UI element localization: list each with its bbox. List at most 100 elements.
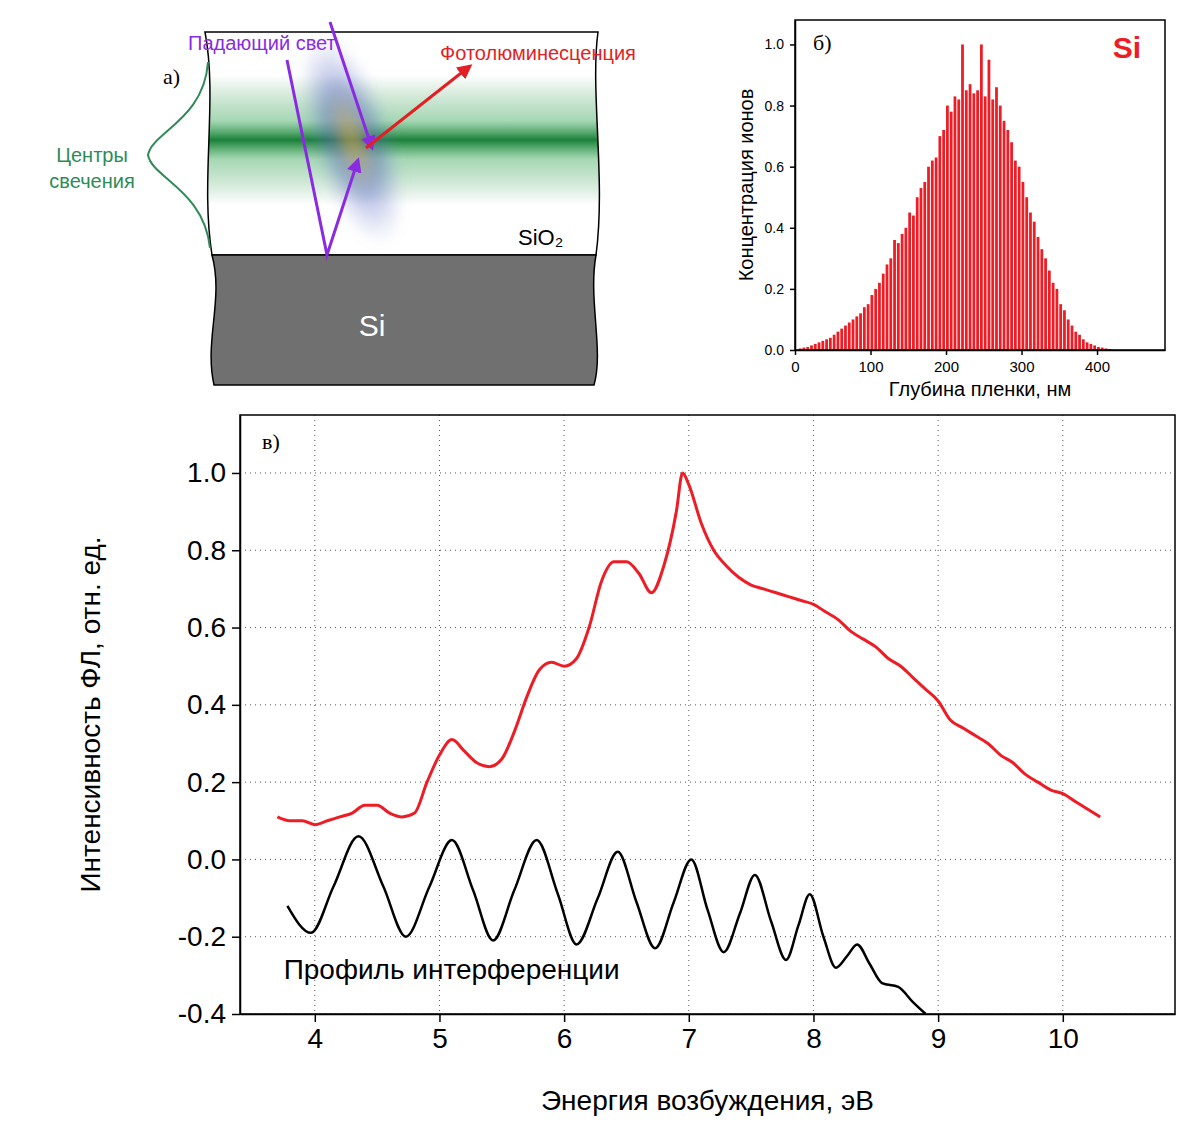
bar: [927, 167, 930, 350]
tick: 0.8: [765, 98, 795, 114]
bar: [848, 323, 851, 351]
figure: Падающий светФотолюминесценцияа)Центрысв…: [0, 0, 1187, 1147]
bar: [1048, 271, 1051, 350]
bar: [897, 243, 900, 350]
tick-mark: [232, 859, 240, 861]
grid-line: [240, 936, 1175, 937]
panel-label: б): [813, 30, 832, 55]
bar: [859, 313, 862, 350]
tick-label: 0.4: [187, 689, 226, 720]
grid-line: [439, 415, 440, 1014]
axis-line: [795, 21, 797, 351]
tick: 0: [791, 350, 799, 375]
tick-mark: [232, 550, 240, 552]
bar: [931, 161, 934, 350]
diagram-panel: Падающий светФотолюминесценцияа)Центрысв…: [49, 22, 636, 385]
substrate: [211, 255, 597, 385]
axis-line: [796, 350, 1166, 352]
bar: [1006, 130, 1009, 350]
bar: [1078, 335, 1081, 350]
tick: 10: [1048, 1014, 1079, 1054]
tick-label: 0.4: [765, 220, 785, 236]
bar: [1067, 319, 1070, 350]
bar: [1044, 258, 1047, 350]
chart-title: Si: [1113, 31, 1141, 64]
oxide-outline: [205, 32, 599, 255]
bar: [863, 307, 866, 350]
tick: 6: [557, 1014, 573, 1054]
bar: [908, 213, 911, 351]
tick: 200: [934, 350, 959, 375]
tick-label: -0.2: [178, 921, 226, 952]
bar: [988, 60, 991, 350]
bar: [1086, 342, 1089, 350]
bar: [1025, 197, 1028, 350]
grid-line: [240, 627, 1175, 628]
tick: 0.0: [187, 844, 240, 875]
tick-label: 0.2: [765, 281, 785, 297]
tick-label: 1.0: [765, 36, 785, 52]
tick-label: 6: [557, 1023, 573, 1054]
y-axis: 0.00.20.40.60.81.0: [765, 21, 796, 358]
bar: [814, 344, 817, 350]
bar: [1010, 142, 1013, 350]
tick: 0.0: [765, 342, 795, 358]
bar: [818, 342, 821, 350]
incident-ray: [330, 22, 372, 148]
grid-line: [314, 415, 315, 1014]
substrate-label: Si: [359, 309, 386, 342]
bar: [954, 96, 957, 350]
tick-mark: [439, 1014, 441, 1022]
bar: [1022, 182, 1025, 350]
tick: 5: [432, 1014, 448, 1054]
tick-mark: [790, 105, 795, 107]
bar: [920, 188, 923, 350]
tick-mark: [1097, 350, 1099, 355]
tick: 7: [682, 1014, 698, 1054]
bars: [799, 44, 1111, 350]
tick: 400: [1085, 350, 1110, 375]
tick-mark: [946, 350, 948, 355]
bar: [1059, 304, 1062, 350]
panel-label: в): [262, 429, 280, 454]
grid-line: [240, 859, 1175, 860]
grid-line: [240, 472, 1175, 473]
y-axis: -0.4 -0.2 0.0 0.2 0.4 0.6 0.8 1.0: [178, 416, 241, 1030]
tick: 1.0: [187, 457, 240, 488]
tick: -0.2: [178, 921, 240, 952]
bar: [991, 99, 994, 350]
bar: [886, 264, 889, 350]
grid-line: [1062, 415, 1063, 1014]
grid-line: [938, 415, 939, 1014]
bar: [821, 341, 824, 350]
bar: [1089, 344, 1092, 350]
tick-mark: [870, 350, 872, 355]
y-axis-title: Концентрация ионов: [735, 89, 757, 282]
photoluminescence-label: Фотолюминесценция: [440, 42, 636, 64]
lines: [277, 473, 1100, 1014]
tick: -0.4: [178, 998, 240, 1029]
bar: [946, 106, 949, 350]
bar: [833, 335, 836, 350]
bar: [965, 90, 968, 350]
tick-label: 4: [308, 1023, 324, 1054]
bar: [1052, 283, 1055, 350]
bar: [935, 158, 938, 351]
emission-centers-label: Центрысвечения: [49, 144, 134, 192]
tick: 8: [806, 1014, 822, 1054]
tick-mark: [790, 44, 795, 46]
tick: 0.8: [187, 535, 240, 566]
tick: 0.6: [187, 612, 240, 643]
bar: [829, 338, 832, 350]
bar: [957, 99, 960, 350]
axis-line: [241, 1014, 1176, 1016]
grid-line: [813, 415, 814, 1014]
bar: [1029, 213, 1032, 351]
bar: [844, 326, 847, 350]
tick: 0.2: [187, 767, 240, 798]
tick-label: 200: [934, 358, 959, 375]
bar: [972, 93, 975, 350]
tick-label: 5: [432, 1023, 448, 1054]
x-axis-title: Глубина пленки, нм: [889, 378, 1071, 400]
axis-line: [240, 416, 242, 1015]
